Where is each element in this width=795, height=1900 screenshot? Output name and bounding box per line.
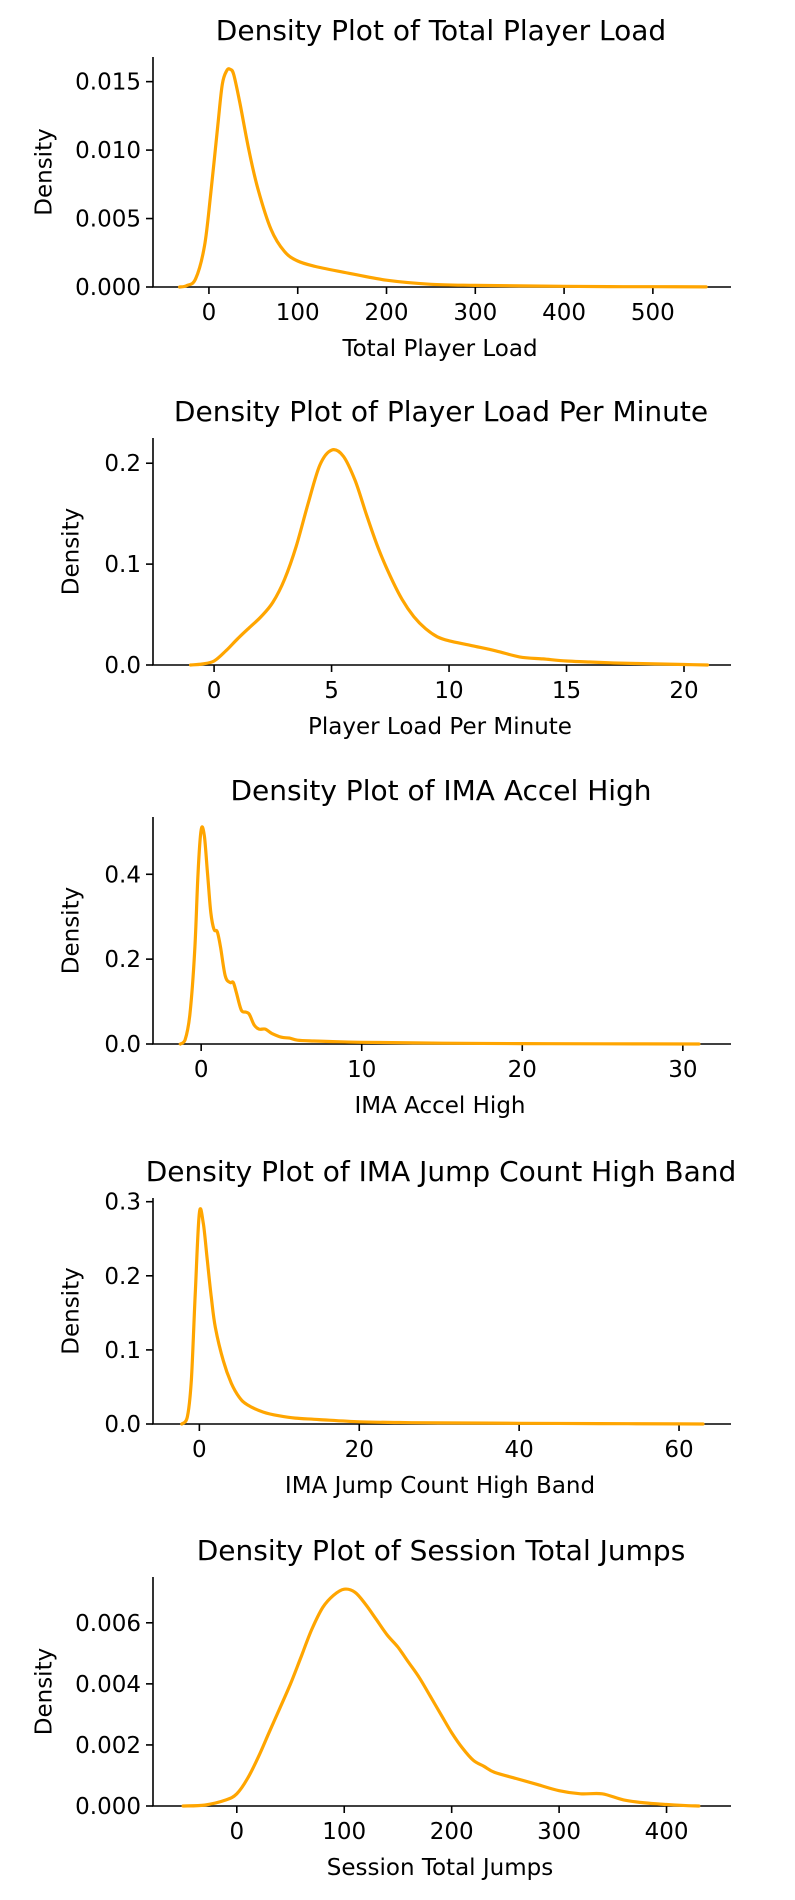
y-tick-label: 0.1 <box>104 1338 141 1364</box>
x-axis-label: IMA Jump Count High Band <box>285 1473 595 1499</box>
y-tick-label: 0.1 <box>104 552 141 578</box>
x-tick-label: 20 <box>508 1057 537 1083</box>
y-tick-label: 0.010 <box>75 138 141 164</box>
chart-title: Density Plot of Session Total Jumps <box>197 1534 686 1567</box>
chart-title: Density Plot of Player Load Per Minute <box>174 395 708 428</box>
chart-4: Density Plot of IMA Jump Count High Band… <box>59 1155 737 1499</box>
chart-5: Density Plot of Session Total Jumps 0 100 2… <box>32 1534 731 1881</box>
x-tick-label: 0 <box>229 1819 244 1845</box>
x-tick-label: 30 <box>668 1057 697 1083</box>
x-tick-label: 5 <box>324 678 339 704</box>
y-tick-label: 0.4 <box>104 862 141 888</box>
y-tick-label: 0.0 <box>104 1412 141 1438</box>
x-axis-label: Player Load Per Minute <box>308 714 572 740</box>
x-tick-label: 500 <box>631 300 675 326</box>
x-tick-label: 200 <box>365 300 409 326</box>
density-curve <box>178 67 708 289</box>
chart-title: Density Plot of IMA Accel High <box>230 774 651 807</box>
y-tick-label: 0.005 <box>75 207 141 233</box>
x-tick-label: 10 <box>347 1057 376 1083</box>
x-tick-label: 300 <box>537 1819 581 1845</box>
y-tick-label: 0.3 <box>104 1190 141 1216</box>
y-axis-label: Density <box>32 1648 58 1735</box>
y-tick-label: 0.002 <box>75 1733 141 1759</box>
chart-title: Density Plot of IMA Jump Count High Band <box>146 1155 737 1188</box>
chart-title: Density Plot of Total Player Load <box>216 14 666 47</box>
x-tick-label: 100 <box>322 1819 366 1845</box>
x-axis-label: Session Total Jumps <box>327 1855 553 1881</box>
x-tick-label: 60 <box>664 1437 693 1463</box>
x-tick-label: 0 <box>192 1437 207 1463</box>
x-tick-label: 20 <box>345 1437 374 1463</box>
density-curve <box>189 448 710 667</box>
y-axis-label: Density <box>32 128 58 215</box>
x-tick-label: 10 <box>434 678 463 704</box>
y-tick-label: 0.2 <box>104 451 141 477</box>
y-tick-label: 0.000 <box>75 275 141 301</box>
density-curve <box>181 1587 701 1808</box>
y-axis-label: Density <box>59 508 85 595</box>
y-tick-label: 0.0 <box>104 1032 141 1058</box>
x-tick-label: 400 <box>645 1819 689 1845</box>
chart-2: Density Plot of Player Load Per Minute 0 5… <box>59 395 731 740</box>
density-curve <box>180 1207 705 1426</box>
x-tick-label: 40 <box>505 1437 534 1463</box>
x-tick-label: 0 <box>207 678 222 704</box>
density-curve <box>178 825 701 1046</box>
x-axis-label: IMA Accel High <box>354 1093 525 1119</box>
y-axis-label: Density <box>59 1267 85 1354</box>
y-tick-label: 0.015 <box>75 70 141 96</box>
x-axis-label: Total Player Load <box>341 336 537 362</box>
y-tick-label: 0.006 <box>75 1611 141 1637</box>
chart-3: Density Plot of IMA Accel High 0 10 20 30 0.0… <box>59 774 731 1119</box>
x-tick-label: 20 <box>669 678 698 704</box>
y-tick-label: 0.004 <box>75 1672 141 1698</box>
y-tick-label: 0.2 <box>104 947 141 973</box>
y-axis-label: Density <box>59 887 85 974</box>
y-tick-label: 0.0 <box>104 653 141 679</box>
x-tick-label: 400 <box>542 300 586 326</box>
x-tick-label: 300 <box>453 300 497 326</box>
y-tick-label: 0.000 <box>75 1794 141 1820</box>
chart-1: Density Plot of Total Player Load 0 100 200… <box>32 14 731 362</box>
x-tick-label: 0 <box>202 300 217 326</box>
x-tick-label: 0 <box>194 1057 209 1083</box>
x-tick-label: 15 <box>552 678 581 704</box>
x-tick-label: 200 <box>430 1819 474 1845</box>
y-tick-label: 0.2 <box>104 1264 141 1290</box>
x-tick-label: 100 <box>276 300 320 326</box>
